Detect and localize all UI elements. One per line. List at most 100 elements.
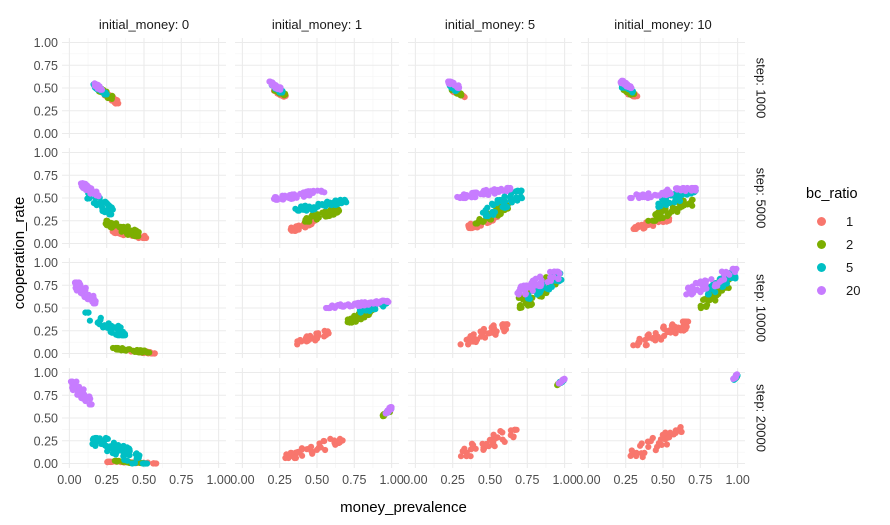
point-bc2-r2-c2: [516, 302, 524, 309]
point-bc1-r2-c1: [324, 328, 331, 335]
point-bc2-r1-c0: [106, 222, 113, 229]
y-tick-label: 0.25: [34, 104, 58, 118]
point-bc1-r3-c3: [647, 438, 654, 445]
point-bc5-r2-c3: [704, 291, 712, 298]
point-bc20-r2-c3: [713, 281, 720, 288]
point-bc5-r2-c0: [82, 309, 89, 316]
point-bc20-r2-c3: [708, 276, 715, 283]
point-bc5-r2-c2: [543, 285, 551, 292]
point-bc20-r1-c3: [680, 185, 687, 192]
point-bc1-r2-c2: [503, 321, 511, 328]
point-bc20-r1-c1: [288, 195, 295, 202]
point-bc1-r3-c3: [637, 442, 644, 449]
x-tick-label: 0.00: [403, 473, 427, 487]
facet-column-label: initial_money: 5: [445, 17, 535, 32]
point-bc2-r1-c1: [314, 211, 321, 218]
y-tick-label: 0.00: [34, 127, 58, 141]
point-bc5-r2-c1: [362, 307, 369, 314]
panel-r0-c2: [408, 38, 572, 138]
x-tick-label: 0.75: [688, 473, 712, 487]
point-bc20-r0-c1: [277, 86, 284, 93]
point-bc1-r1-c3: [650, 222, 657, 229]
point-bc20-r1-c0: [79, 183, 86, 190]
point-bc5-r1-c2: [512, 188, 519, 195]
chart-labels: 0.000.250.500.751.000.000.250.500.751.00…: [11, 17, 769, 516]
y-tick-label: 0.25: [34, 214, 58, 228]
panel-r0-c3: [581, 38, 745, 138]
legend-swatch-20: [817, 286, 826, 295]
point-bc20-r3-c2: [555, 380, 563, 387]
point-bc5-r2-c3: [731, 274, 739, 281]
x-tick-label: 0.25: [95, 473, 119, 487]
point-bc20-r1-c0: [95, 192, 102, 199]
point-bc5-r3-c0: [94, 436, 101, 443]
point-bc20-r1-c1: [279, 196, 286, 203]
point-bc20-r2-c3: [701, 285, 709, 292]
point-bc20-r2-c2: [522, 286, 529, 293]
panel-r2-c1: [235, 258, 399, 358]
point-bc20-r1-c2: [488, 187, 495, 194]
point-bc5-r3-c0: [142, 460, 149, 467]
point-bc5-r1-c1: [313, 203, 320, 211]
point-bc1-r3-c2: [497, 428, 504, 435]
point-bc5-r1-c1: [296, 207, 303, 214]
point-bc5-r3-c0: [121, 456, 128, 463]
legend-swatch-1: [817, 217, 826, 226]
point-bc20-r2-c1: [355, 301, 362, 308]
point-bc20-r0-c2: [447, 80, 454, 87]
point-bc20-r1-c3: [628, 194, 635, 202]
point-bc20-r1-c3: [674, 185, 681, 192]
point-bc5-r2-c0: [108, 322, 115, 329]
legend-label-1: 1: [846, 214, 854, 229]
point-bc5-r1-c3: [677, 193, 684, 200]
y-tick-label: 0.25: [34, 324, 58, 338]
x-tick-label: 0.50: [651, 473, 675, 487]
point-bc5-r1-c1: [337, 196, 344, 203]
point-bc5-r3-c0: [102, 442, 109, 449]
point-bc5-r1-c0: [90, 200, 97, 207]
point-bc1-r3-c2: [467, 446, 475, 453]
point-bc1-r3-c2: [486, 436, 493, 443]
y-tick-label: 0.50: [34, 192, 58, 206]
point-bc20-r3-c0: [80, 386, 87, 393]
point-bc1-r3-c2: [480, 446, 487, 453]
point-bc20-r2-c2: [544, 278, 551, 286]
panel-r1-c0: [62, 148, 226, 248]
point-bc20-r2-c1: [368, 299, 375, 306]
point-bc5-r1-c2: [482, 210, 490, 217]
point-bc1-r2-c2: [474, 336, 481, 343]
point-bc1-r3-c1: [291, 454, 298, 462]
point-bc5-r1-c0: [98, 203, 106, 210]
point-bc20-r2-c1: [335, 301, 342, 309]
point-bc1-r3-c3: [670, 431, 677, 438]
x-tick-label: 0.00: [230, 473, 254, 487]
point-bc1-r2-c3: [652, 330, 659, 337]
point-bc1-r2-c1: [312, 334, 319, 341]
point-bc20-r2-c3: [693, 286, 701, 293]
legend: bc_ratio 1 2 5 20: [806, 186, 886, 302]
point-bc1-r3-c3: [658, 441, 665, 448]
point-bc20-r2-c0: [90, 300, 97, 307]
panel-r1-c2: [408, 148, 572, 248]
point-bc5-r0-c0: [101, 91, 108, 98]
y-tick-label: 0.75: [34, 59, 58, 73]
point-bc20-r1-c2: [498, 185, 505, 192]
y-tick-label: 0.50: [34, 412, 58, 426]
point-bc2-r1-c2: [480, 218, 487, 225]
point-bc2-r1-c0: [126, 227, 133, 235]
point-bc1-r3-c3: [628, 447, 635, 454]
point-bc20-r2-c0: [89, 294, 96, 301]
point-bc5-r2-c0: [102, 322, 109, 329]
x-tick-label: 0.25: [614, 473, 638, 487]
point-bc20-r3-c0: [70, 384, 77, 391]
y-tick-label: 0.00: [34, 237, 58, 251]
facet-row-label: step: 5000: [754, 168, 769, 229]
point-bc5-r2-c2: [535, 289, 542, 296]
point-bc2-r1-c3: [659, 208, 666, 215]
point-bc1-r3-c2: [457, 453, 465, 460]
point-bc20-r0-c1: [266, 78, 273, 85]
point-bc1-r3-c0: [150, 460, 157, 467]
point-bc1-r2-c3: [642, 342, 649, 349]
legend-label-5: 5: [846, 260, 854, 275]
point-bc20-r0-c3: [619, 78, 626, 85]
